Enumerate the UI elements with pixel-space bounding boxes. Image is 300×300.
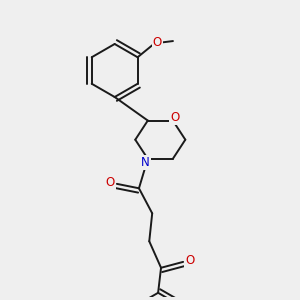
Text: O: O [153,36,162,49]
Text: O: O [185,254,194,267]
Text: O: O [171,110,180,124]
Text: O: O [106,176,115,189]
Text: N: N [141,156,150,169]
